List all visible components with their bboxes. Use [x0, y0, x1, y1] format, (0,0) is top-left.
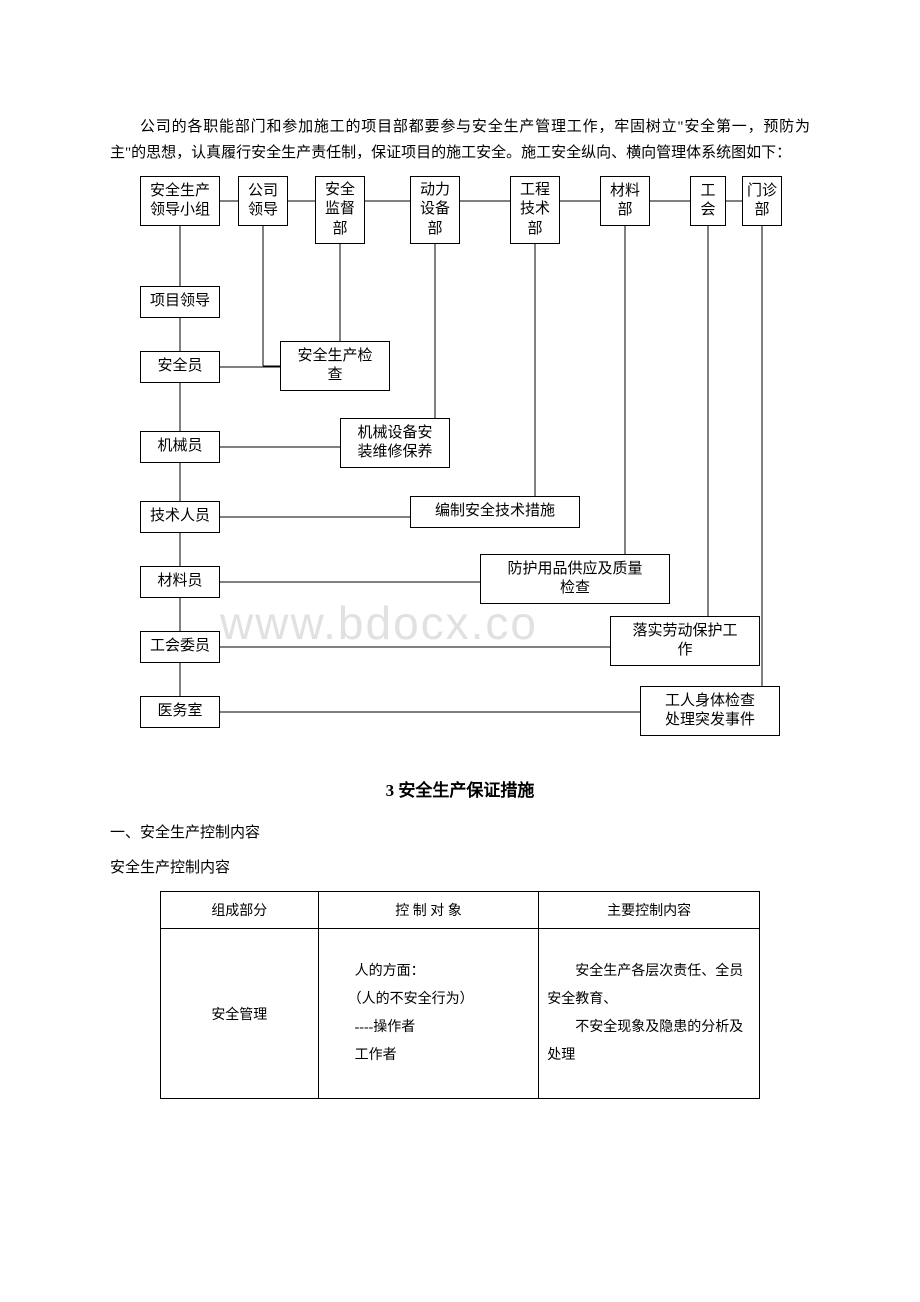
chart-node: 编制安全技术措施 [410, 496, 580, 528]
subheading-2: 安全生产控制内容 [110, 856, 810, 877]
cell-component: 安全管理 [161, 929, 319, 1099]
col-header: 组成部分 [161, 892, 319, 929]
chart-node: 公司领导 [238, 176, 288, 226]
table-header-row: 组成部分 控 制 对 象 主要控制内容 [161, 892, 760, 929]
chart-node: 安全生产检查 [280, 341, 390, 391]
chart-node: 动力设备部 [410, 176, 460, 244]
control-table: 组成部分 控 制 对 象 主要控制内容 安全管理 人的方面： （人的不安全行为）… [160, 891, 760, 1099]
chart-node: 安全生产领导小组 [140, 176, 220, 226]
chart-node: 技术人员 [140, 501, 220, 533]
col-header: 控 制 对 象 [318, 892, 539, 929]
chart-node: 医务室 [140, 696, 220, 728]
cell-text: 人的方面： （人的不安全行为） ----操作者 工作者 [327, 958, 531, 1070]
chart-node: 材料员 [140, 566, 220, 598]
org-chart: www.bdocx.co 安全生产领导小组公司领导安全监督部动力设备部工程技术部… [110, 176, 810, 736]
cell-text: 安全生产各层次责任、全员安全教育、 不安全现象及隐患的分析及处理 [547, 958, 751, 1070]
intro-paragraph: 公司的各职能部门和参加施工的项目部都要参与安全生产管理工作，牢固树立"安全第一，… [110, 115, 810, 166]
chart-node: 机械员 [140, 431, 220, 463]
chart-node: 工会 [690, 176, 726, 226]
cell-object: 人的方面： （人的不安全行为） ----操作者 工作者 [318, 929, 539, 1099]
subheading-1: 一、安全生产控制内容 [110, 821, 810, 842]
chart-node: 门诊部 [742, 176, 782, 226]
chart-node: 防护用品供应及质量检查 [480, 554, 670, 604]
cell-content-col: 安全生产各层次责任、全员安全教育、 不安全现象及隐患的分析及处理 [539, 929, 760, 1099]
chart-node: 落实劳动保护工作 [610, 616, 760, 666]
chart-node: 安全监督部 [315, 176, 365, 244]
chart-node: 项目领导 [140, 286, 220, 318]
section-title: 3 安全生产保证措施 [110, 776, 810, 801]
chart-node: 工程技术部 [510, 176, 560, 244]
col-header: 主要控制内容 [539, 892, 760, 929]
chart-node: 安全员 [140, 351, 220, 383]
chart-node: 机械设备安装维修保养 [340, 418, 450, 468]
table-row: 安全管理 人的方面： （人的不安全行为） ----操作者 工作者 安全生产各层次… [161, 929, 760, 1099]
chart-node: 工会委员 [140, 631, 220, 663]
watermark-text: www.bdocx.co [220, 596, 538, 650]
chart-node: 工人身体检查处理突发事件 [640, 686, 780, 736]
document-page: 公司的各职能部门和参加施工的项目部都要参与安全生产管理工作，牢固树立"安全第一，… [0, 0, 920, 1159]
chart-node: 材料部 [600, 176, 650, 226]
